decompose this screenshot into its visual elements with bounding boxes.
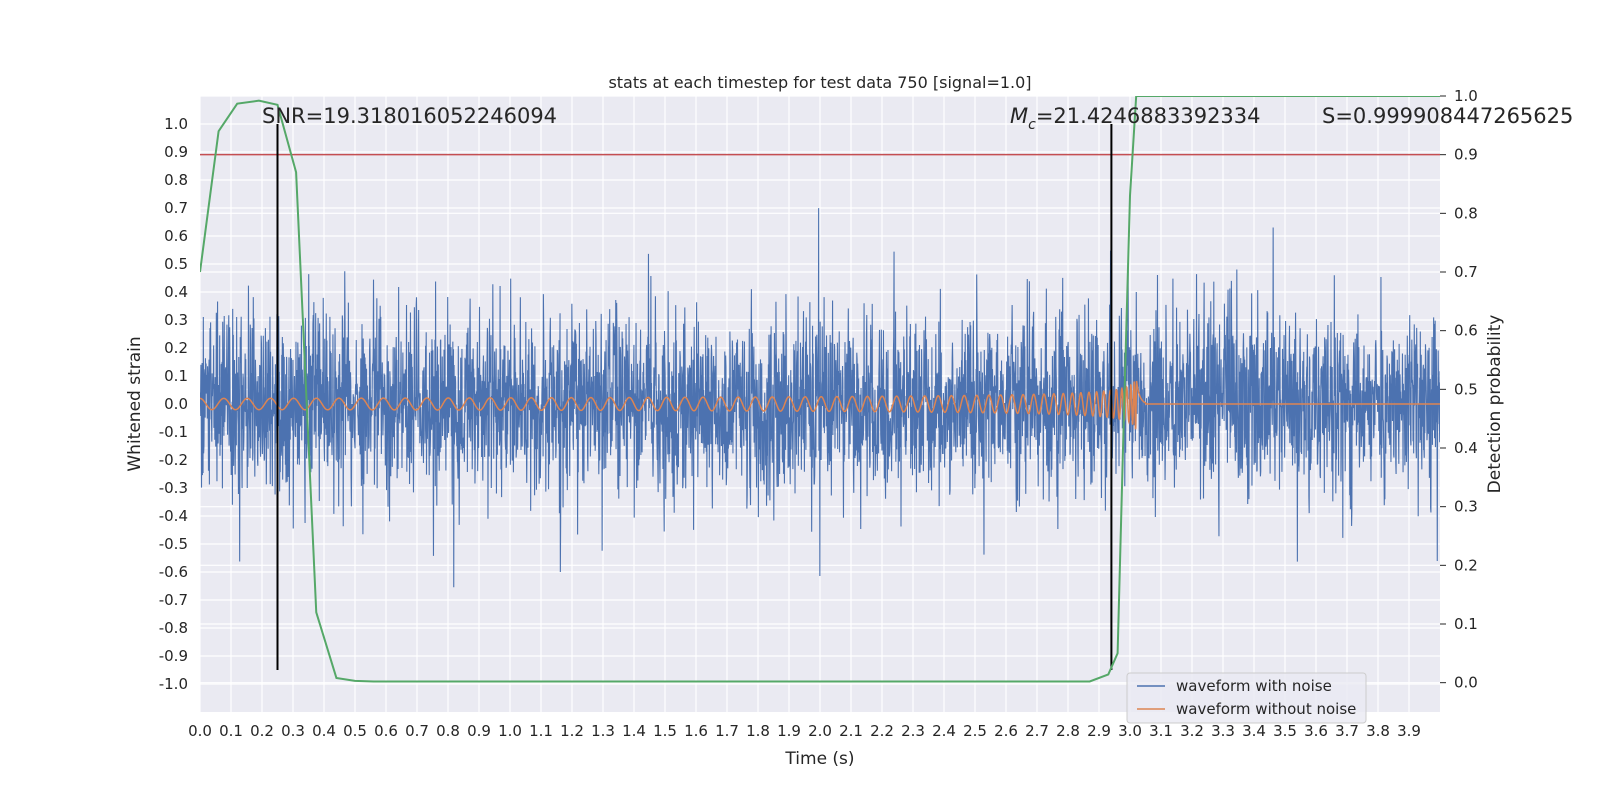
x-tick-label: 2.5 bbox=[963, 722, 987, 740]
chart-title: stats at each timestep for test data 750… bbox=[608, 73, 1031, 92]
x-axis-label: Time (s) bbox=[784, 749, 854, 769]
legend: waveform with noise waveform without noi… bbox=[1126, 672, 1367, 724]
x-tick-label: 3.7 bbox=[1335, 722, 1359, 740]
x-tick-label: 3.1 bbox=[1149, 722, 1173, 740]
y2-tick-label: 0.2 bbox=[1454, 556, 1478, 574]
y2-tick-label: 0.5 bbox=[1454, 380, 1478, 398]
x-tick-label: 1.9 bbox=[777, 722, 801, 740]
x-tick-label: 0.9 bbox=[467, 722, 491, 740]
y2-tick-label: 0.3 bbox=[1454, 498, 1478, 516]
x-tick-label: 2.3 bbox=[901, 722, 925, 740]
y2-tick-label: 0.8 bbox=[1454, 204, 1478, 222]
y-tick-label: -1.0 bbox=[159, 675, 188, 693]
x-tick-label: 1.0 bbox=[498, 722, 522, 740]
x-tick-label: 0.6 bbox=[374, 722, 398, 740]
series-waveform-without-noise bbox=[200, 380, 1440, 430]
x-tick-label: 3.5 bbox=[1273, 722, 1297, 740]
snr-annotation: SNR=19.318016052246094 bbox=[262, 104, 557, 128]
y2-tick-label: 0.7 bbox=[1454, 263, 1478, 281]
y-tick-label: -0.3 bbox=[159, 479, 188, 497]
y-axis-label: Whitened strain bbox=[125, 336, 145, 471]
y-tick-label: 0.2 bbox=[164, 339, 188, 357]
chirp-mass-value: =21.4246883392334 bbox=[1036, 104, 1261, 128]
y-tick-label: 0.5 bbox=[164, 255, 188, 273]
y2-axis-label: Detection probability bbox=[1485, 315, 1505, 494]
y-axis-ticks: 1.0 0.9 0.8 0.7 0.6 0.5 0.4 0.3 0.2 0.1 0.0 -0.1 -0.… bbox=[159, 115, 188, 693]
y-tick-label: 0.6 bbox=[164, 227, 188, 245]
x-tick-label: 1.4 bbox=[622, 722, 646, 740]
x-tick-label: 3.6 bbox=[1304, 722, 1328, 740]
x-tick-label: 2.7 bbox=[1025, 722, 1049, 740]
x-tick-label: 0.4 bbox=[312, 722, 336, 740]
chirp-mass-symbol: M bbox=[1010, 104, 1028, 128]
s-annotation: S=0.999908447265625 bbox=[1322, 104, 1573, 128]
y2-tick-label: 0.0 bbox=[1454, 674, 1478, 692]
legend-label-noise: waveform with noise bbox=[1176, 677, 1332, 695]
y-tick-label: 0.0 bbox=[164, 395, 188, 413]
x-tick-label: 1.3 bbox=[591, 722, 615, 740]
y-tick-label: 0.4 bbox=[164, 283, 188, 301]
x-tick-label: 1.5 bbox=[653, 722, 677, 740]
chirp-mass-subscript: c bbox=[1028, 117, 1036, 133]
series-detection-probability bbox=[200, 96, 1440, 683]
x-tick-label: 3.4 bbox=[1242, 722, 1266, 740]
x-axis-ticks: 0.0 0.1 0.2 0.3 0.4 0.5 0.6 0.7 0.8 0.9 1.0 1.1 1.2 1… bbox=[188, 722, 1421, 740]
y-tick-label: -0.9 bbox=[159, 647, 188, 665]
x-tick-label: 3.3 bbox=[1211, 722, 1235, 740]
x-tick-label: 1.1 bbox=[529, 722, 553, 740]
x-tick-label: 1.7 bbox=[715, 722, 739, 740]
legend-box bbox=[1126, 672, 1367, 724]
y-tick-label: -0.8 bbox=[159, 619, 188, 637]
x-tick-label: 0.5 bbox=[343, 722, 367, 740]
y-tick-label: 0.8 bbox=[164, 171, 188, 189]
x-tick-label: 3.8 bbox=[1366, 722, 1390, 740]
x-tick-label: 0.2 bbox=[250, 722, 274, 740]
y2-tick-label: 1.0 bbox=[1454, 87, 1478, 105]
x-tick-label: 0.3 bbox=[281, 722, 305, 740]
x-tick-label: 2.0 bbox=[808, 722, 832, 740]
x-tick-label: 2.8 bbox=[1056, 722, 1080, 740]
y2-tick-label: 0.4 bbox=[1454, 439, 1478, 457]
y-tick-label: -0.4 bbox=[159, 507, 188, 525]
x-tick-label: 1.2 bbox=[560, 722, 584, 740]
y-tick-label: 1.0 bbox=[164, 115, 188, 133]
x-tick-label: 0.8 bbox=[436, 722, 460, 740]
x-tick-label: 0.0 bbox=[188, 722, 212, 740]
y2-axis-ticks: 1.0 0.9 0.8 0.7 0.6 0.5 0.4 0.3 0.2 0.1 0.0 bbox=[1440, 87, 1478, 692]
y-tick-label: 0.1 bbox=[164, 367, 188, 385]
y-tick-label: -0.2 bbox=[159, 451, 188, 469]
series-waveform-with-noise bbox=[200, 208, 1440, 588]
y-tick-label: 0.9 bbox=[164, 143, 188, 161]
y-tick-label: 0.7 bbox=[164, 199, 188, 217]
x-tick-label: 2.6 bbox=[994, 722, 1018, 740]
x-tick-label: 2.2 bbox=[870, 722, 894, 740]
y-tick-label: -0.7 bbox=[159, 591, 188, 609]
y2-tick-label: 0.6 bbox=[1454, 322, 1478, 340]
y-tick-label: -0.1 bbox=[159, 423, 188, 441]
legend-label-clean: waveform without noise bbox=[1176, 700, 1356, 718]
x-tick-label: 3.9 bbox=[1397, 722, 1421, 740]
x-tick-label: 0.1 bbox=[219, 722, 243, 740]
y2-tick-label: 0.9 bbox=[1454, 146, 1478, 164]
x-tick-label: 2.1 bbox=[839, 722, 863, 740]
x-tick-label: 0.7 bbox=[405, 722, 429, 740]
x-tick-label: 2.4 bbox=[932, 722, 956, 740]
y-tick-label: -0.6 bbox=[159, 563, 188, 581]
x-tick-label: 1.8 bbox=[746, 722, 770, 740]
chirp-mass-annotation: Mc=21.4246883392334 bbox=[1010, 104, 1261, 133]
y-tick-label: 0.3 bbox=[164, 311, 188, 329]
y-tick-label: -0.5 bbox=[159, 535, 188, 553]
x-tick-label: 3.2 bbox=[1180, 722, 1204, 740]
y2-tick-label: 0.1 bbox=[1454, 615, 1478, 633]
x-tick-label: 3.0 bbox=[1118, 722, 1142, 740]
x-tick-label: 2.9 bbox=[1087, 722, 1111, 740]
x-tick-label: 1.6 bbox=[684, 722, 708, 740]
